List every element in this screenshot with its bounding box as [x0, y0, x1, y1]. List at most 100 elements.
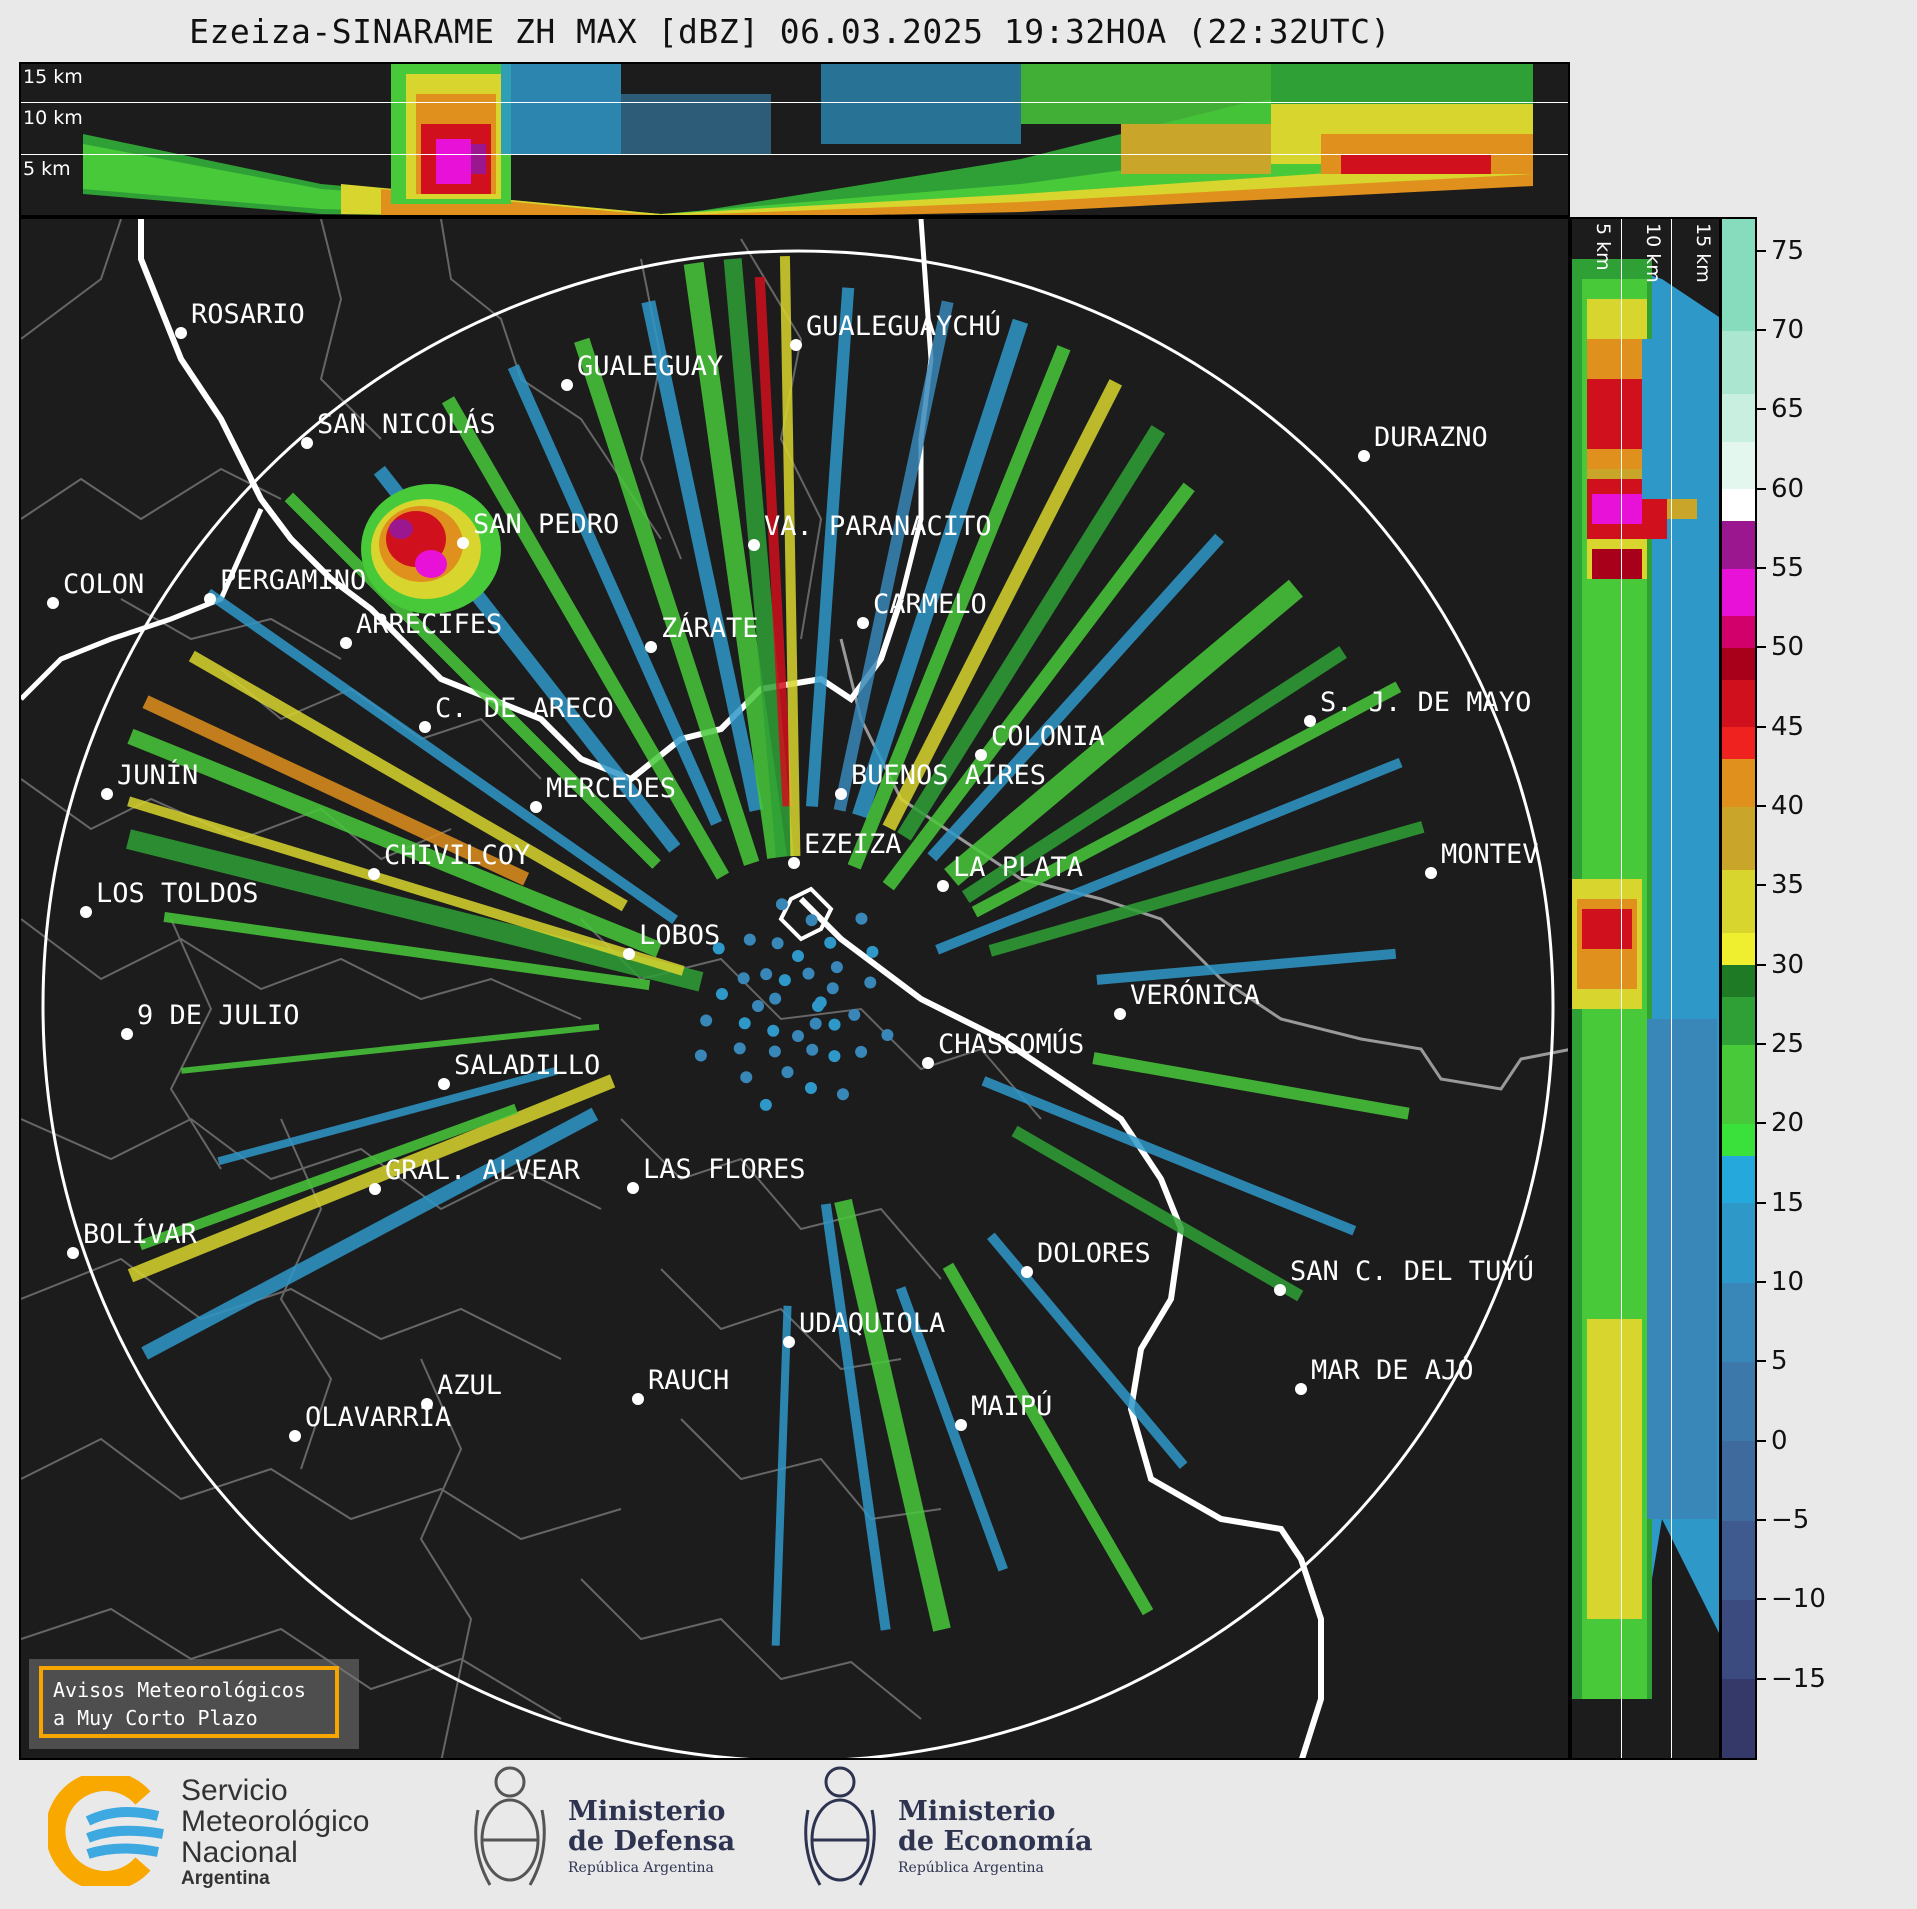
echo-ray — [771, 1305, 792, 1646]
colorbar-tick-label: −10 — [1771, 1584, 1826, 1615]
city-label: VA. PARANACITO — [764, 511, 992, 542]
echo-ray — [882, 379, 1123, 831]
city-marker — [623, 948, 635, 960]
city-label: LOS TOLDOS — [96, 878, 259, 909]
colorbar-tick-label: 40 — [1771, 791, 1805, 822]
city-marker — [1114, 1008, 1126, 1020]
city-label: BOLÍVAR — [83, 1219, 197, 1250]
echo-ray — [163, 911, 651, 991]
echo-ray — [820, 1203, 891, 1631]
top-cross-section-echoes — [83, 64, 1533, 215]
echo-ray — [895, 1286, 1008, 1572]
top-altitude-line-5km — [21, 154, 1568, 155]
city-label: C. DE ARECO — [435, 693, 614, 724]
smn-logo-text: Servicio Meteorológico Nacional Argentin… — [181, 1775, 369, 1890]
colorbar-band — [1722, 393, 1755, 442]
clutter-echo — [824, 936, 837, 949]
city-label: ZÁRATE — [661, 613, 759, 644]
defensa-line-1: Ministerio — [568, 1796, 726, 1827]
clutter-echo — [792, 950, 804, 962]
echo-ray — [754, 276, 793, 807]
buenos-aires-outline — [778, 886, 834, 942]
alert-box-frame: Avisos Meteorológicos a Muy Corto Plazo — [39, 1666, 339, 1738]
colorbar-band — [1722, 1044, 1755, 1124]
colorbar-band — [1722, 441, 1755, 490]
city-label: JUNÍN — [117, 760, 199, 791]
colorbar-band — [1722, 1440, 1755, 1521]
echo-ray — [833, 300, 954, 812]
colorbar-band — [1722, 488, 1755, 521]
clutter-echo — [700, 1014, 713, 1027]
clutter-echo — [855, 912, 868, 925]
city-label: SALADILLO — [454, 1050, 601, 1081]
city-label: UDAQUIOLA — [799, 1308, 946, 1339]
colorbar-band — [1722, 1599, 1755, 1680]
city-label: COLON — [63, 569, 145, 600]
clutter-echo — [738, 1017, 751, 1030]
colorbar-tick — [1757, 884, 1766, 887]
city-label: 9 DE JULIO — [137, 1000, 300, 1031]
clutter-echo — [733, 1042, 746, 1055]
colorbar-band — [1722, 679, 1755, 728]
chart-title: Ezeiza-SINARAME ZH MAX [dBZ] 06.03.2025 … — [189, 12, 1391, 51]
city-label: OLAVARRÍA — [305, 1402, 452, 1433]
alert-line-2: a Muy Corto Plazo — [53, 1706, 258, 1730]
city-label: MAIPÚ — [971, 1391, 1053, 1422]
city-marker — [955, 1419, 967, 1431]
right-altitude-label: 10 km — [1642, 223, 1664, 283]
city-marker — [1358, 450, 1370, 462]
echo-ray — [1096, 948, 1397, 985]
clutter-echo — [771, 937, 784, 950]
clutter-echo — [804, 1081, 817, 1094]
city-label: GRAL. ALVEAR — [385, 1155, 581, 1186]
economia-line-3: República Argentina — [898, 1860, 1044, 1876]
clutter-echo — [712, 942, 725, 955]
city-label: MONTEV — [1441, 839, 1539, 870]
colorbar-tick — [1757, 1598, 1766, 1601]
city-label: LA PLATA — [953, 852, 1084, 883]
right-cross-section-echoes — [1572, 259, 1719, 1699]
echo-ray — [852, 318, 1029, 819]
city-label: MAR DE AJÓ — [1311, 1355, 1474, 1386]
colorbar-tick-label: 60 — [1771, 473, 1805, 504]
right-altitude-label: 15 km — [1692, 223, 1714, 283]
colorbar-band — [1722, 1361, 1755, 1442]
echo-ray — [1011, 1125, 1304, 1302]
radar-range-ring — [41, 249, 1555, 1758]
clutter-echo — [864, 976, 877, 989]
colorbar-band — [1722, 964, 1755, 997]
smn-logo-icon — [45, 1771, 164, 1891]
colorbar-band — [1722, 615, 1755, 648]
clutter-echo — [866, 945, 879, 958]
clutter-echo — [694, 1049, 707, 1062]
city-label: GUALEGUAY — [577, 351, 724, 382]
city-marker — [369, 1183, 381, 1195]
echo-ray — [641, 300, 764, 812]
colorbar-tick-label: 55 — [1771, 553, 1805, 584]
echo-ray — [935, 757, 1403, 955]
clutter-echo — [806, 1043, 819, 1056]
alert-box: Avisos Meteorológicos a Muy Corto Plazo — [29, 1659, 359, 1749]
city-marker — [1021, 1266, 1033, 1278]
colorbar-band — [1722, 806, 1755, 870]
colorbar-tick — [1757, 646, 1766, 649]
clutter-echo — [826, 982, 839, 995]
city-marker — [368, 868, 380, 880]
clutter-echo — [775, 898, 788, 911]
rio-de-la-plata-coast — [798, 896, 1324, 1758]
city-label: GUALEGUAYCHÚ — [806, 311, 1002, 342]
clutter-echo — [740, 1071, 753, 1084]
alert-line-1: Avisos Meteorológicos — [53, 1678, 306, 1702]
echo-ray — [441, 396, 730, 880]
radar-map — [21, 219, 1568, 1758]
defensa-line-3: República Argentina — [568, 1860, 714, 1876]
colorbar-tick — [1757, 1281, 1766, 1284]
echo-ray — [834, 1198, 951, 1632]
province-border — [21, 507, 264, 701]
city-label: LAS FLORES — [643, 1154, 806, 1185]
city-marker — [457, 537, 469, 549]
colorbar-tick — [1757, 1439, 1766, 1442]
clutter-echo — [802, 967, 815, 980]
echo-ray — [127, 796, 685, 976]
colorbar-band — [1722, 1202, 1755, 1283]
